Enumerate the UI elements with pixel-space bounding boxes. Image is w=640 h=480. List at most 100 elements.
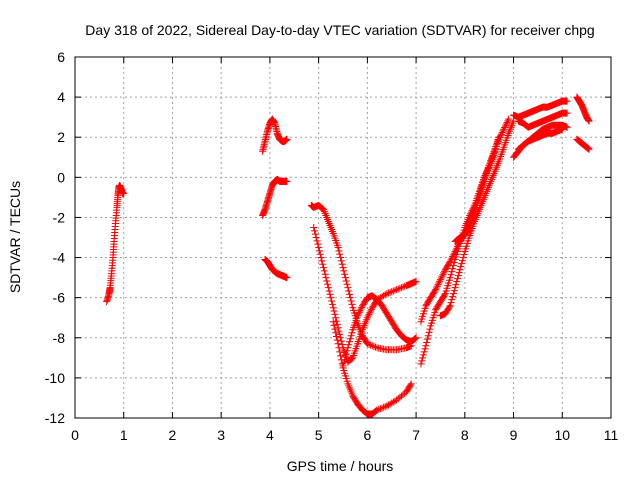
data-point-arc4 <box>283 274 291 282</box>
data-point-arc10 <box>441 291 449 299</box>
y-tick-label: -4 <box>53 250 66 266</box>
data-point-arc5 <box>371 343 379 351</box>
data-point-arc11 <box>449 293 457 301</box>
data-point-arc8 <box>341 353 349 361</box>
data-point-arc10 <box>448 268 456 276</box>
data-point-arc6 <box>333 317 341 325</box>
data-point-arc6 <box>312 234 320 241</box>
data-point-arc8 <box>356 307 364 315</box>
y-tick-labels: -12 -10 -8 -6 -4 -2 0 2 4 6 <box>45 49 65 426</box>
data-point-arc6 <box>323 277 331 285</box>
data-point-arc6 <box>338 340 346 348</box>
data-point-arc10 <box>426 325 434 333</box>
data-point-arc10 <box>446 274 454 282</box>
data-point-arc7 <box>373 406 381 414</box>
data-point-arc6 <box>383 290 391 298</box>
data-point-arc9 <box>439 271 447 279</box>
data-point-arc12 <box>501 122 509 130</box>
data-point-arc9 <box>446 258 454 266</box>
data-point-arc8 <box>412 334 420 342</box>
x-axis-title: GPS time / hours <box>287 458 394 474</box>
data-point-arc6 <box>388 288 396 296</box>
data-point-arc6 <box>311 230 319 238</box>
data-point-arc5 <box>345 290 353 298</box>
data-point-arc9 <box>432 286 440 294</box>
data-point-arc11 <box>460 251 468 259</box>
data-point-arc11 <box>455 269 463 277</box>
data-point-arc6 <box>364 312 372 320</box>
data-point-arc7 <box>381 403 389 411</box>
data-point-arc5 <box>341 274 349 282</box>
data-point-arc8 <box>347 332 355 340</box>
data-point-arc5 <box>348 300 356 308</box>
data-point-arc18 <box>585 145 593 153</box>
data-point-arc11 <box>449 290 457 298</box>
data-point-arc6 <box>367 305 375 313</box>
data-point-arc10 <box>449 262 457 270</box>
x-tick-label: 6 <box>363 427 371 443</box>
data-point-arc8 <box>345 341 353 349</box>
data-point-arc8 <box>339 362 347 370</box>
data-point-arc11 <box>450 287 458 295</box>
data-point-arc11 <box>454 275 462 283</box>
data-point-arc5 <box>341 270 349 278</box>
x-tick-label: 9 <box>510 427 518 443</box>
data-point-arc7 <box>333 332 341 340</box>
data-point-arc6 <box>314 240 322 248</box>
data-point-arc6 <box>317 254 325 262</box>
x-tick-label: 5 <box>315 427 323 443</box>
data-point-arc7 <box>378 404 386 412</box>
data-point-arc6 <box>335 327 343 335</box>
data-point-arc8 <box>345 338 353 346</box>
data-point-arc10 <box>467 208 475 216</box>
data-point-arc6 <box>348 355 356 363</box>
data-point-arc6 <box>318 257 326 265</box>
data-point-arc7 <box>337 352 345 360</box>
x-tick-label: 7 <box>412 427 420 443</box>
data-point-arc11 <box>458 260 466 268</box>
data-point-arc6 <box>384 289 392 297</box>
data-point-arc6 <box>310 223 318 231</box>
data-point-arc6 <box>394 285 402 293</box>
data-point-arc10 <box>418 357 426 365</box>
data-point-arc11 <box>451 284 459 292</box>
axis-ticks <box>74 56 612 419</box>
y-tick-label: 0 <box>57 169 65 185</box>
data-point-arc5 <box>363 340 371 348</box>
data-point-arc6 <box>320 264 328 272</box>
data-point-arc11 <box>456 266 464 274</box>
data-point-arc2 <box>283 135 291 143</box>
data-point-arc5 <box>368 342 376 350</box>
data-point-arc6 <box>363 314 371 322</box>
data-point-arc6 <box>397 284 405 292</box>
data-point-arc12 <box>495 135 503 143</box>
data-point-arc5 <box>336 250 344 258</box>
data-point-arc9 <box>434 281 442 289</box>
data-point-arc5 <box>342 277 350 285</box>
data-point-arc11 <box>457 263 465 271</box>
data-point-arc8 <box>355 308 363 316</box>
data-point-arc5 <box>335 247 343 255</box>
y-tick-label: -8 <box>53 330 66 346</box>
data-point-arc9 <box>433 282 441 290</box>
data-point-arc3 <box>283 177 291 185</box>
data-point-arc6 <box>311 227 319 235</box>
data-point-arc6 <box>328 300 336 308</box>
data-point-arc9 <box>441 267 449 275</box>
data-point-arc9 <box>438 272 446 280</box>
data-point-arc6 <box>325 287 333 295</box>
data-point-arc6 <box>328 297 336 305</box>
data-point-arc10 <box>419 351 427 359</box>
x-tick-label: 1 <box>120 427 128 443</box>
data-point-arc8 <box>357 305 365 313</box>
data-point-arc10 <box>447 271 455 279</box>
data-point-arc8 <box>411 334 419 342</box>
data-point-arc6 <box>315 247 323 255</box>
data-point-arc6 <box>396 284 404 292</box>
y-tick-label: -12 <box>45 410 65 426</box>
data-point-arc8 <box>410 335 418 343</box>
data-point-arc7 <box>336 348 344 356</box>
data-point-arc9 <box>431 287 439 295</box>
data-point-arc8 <box>348 329 356 337</box>
